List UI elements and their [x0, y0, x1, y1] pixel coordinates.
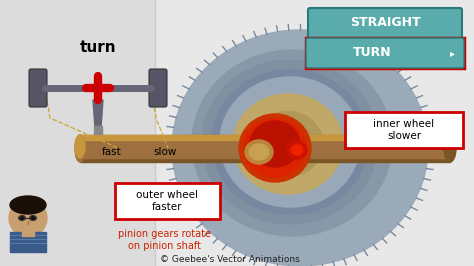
Ellipse shape: [212, 69, 368, 215]
Ellipse shape: [253, 111, 323, 177]
Ellipse shape: [20, 217, 24, 219]
Ellipse shape: [75, 135, 85, 158]
Ellipse shape: [444, 135, 456, 162]
Ellipse shape: [10, 196, 46, 214]
Ellipse shape: [250, 121, 300, 167]
Bar: [306, 38, 464, 68]
FancyBboxPatch shape: [308, 8, 462, 38]
Text: turn: turn: [80, 40, 116, 56]
Ellipse shape: [202, 60, 378, 224]
Bar: [10, 232, 46, 252]
Ellipse shape: [287, 141, 307, 159]
FancyBboxPatch shape: [149, 69, 167, 107]
Bar: [0, 0, 155, 266]
Text: inner wheel
slower: inner wheel slower: [374, 119, 435, 141]
Bar: [345, 112, 463, 148]
Ellipse shape: [220, 77, 360, 207]
Ellipse shape: [291, 145, 303, 155]
Ellipse shape: [172, 30, 428, 266]
Ellipse shape: [192, 50, 392, 236]
Ellipse shape: [75, 135, 85, 162]
Bar: [80, 135, 265, 158]
Bar: [265, 135, 450, 158]
Bar: [115, 183, 220, 219]
Polygon shape: [93, 100, 103, 128]
Bar: [80, 135, 265, 140]
Bar: [80, 138, 265, 162]
Ellipse shape: [9, 199, 47, 237]
Bar: [265, 138, 450, 162]
Bar: [265, 135, 450, 140]
Text: outer wheel
faster: outer wheel faster: [137, 190, 199, 212]
Ellipse shape: [233, 94, 343, 194]
Bar: [22, 228, 34, 236]
Text: pinion gears rotate
on pinion shaft: pinion gears rotate on pinion shaft: [118, 229, 211, 251]
Text: slow: slow: [153, 147, 177, 157]
Bar: [94, 126, 102, 134]
Ellipse shape: [31, 217, 35, 219]
FancyBboxPatch shape: [306, 38, 464, 68]
Text: fast: fast: [102, 147, 122, 157]
Ellipse shape: [249, 144, 269, 160]
Text: ▸: ▸: [449, 48, 455, 58]
Ellipse shape: [239, 114, 311, 182]
Text: STRAIGHT: STRAIGHT: [350, 16, 420, 30]
FancyBboxPatch shape: [29, 69, 47, 107]
Text: TURN: TURN: [354, 47, 392, 60]
Ellipse shape: [244, 119, 306, 177]
Ellipse shape: [245, 140, 273, 164]
Text: © Geebee's Vector Animations: © Geebee's Vector Animations: [160, 256, 300, 264]
